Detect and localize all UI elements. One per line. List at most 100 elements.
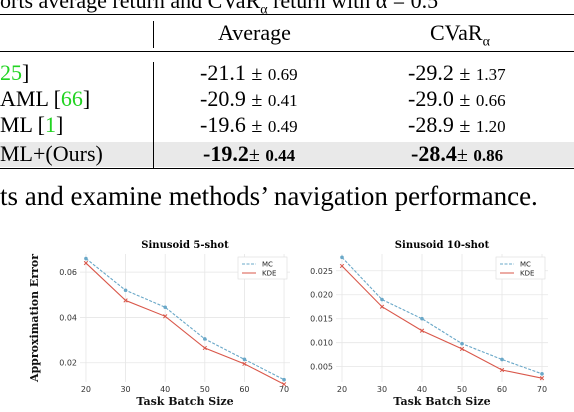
table-mid-rule (0, 51, 574, 52)
point-kde (83, 260, 89, 266)
cell-average-value: -20.9 (200, 86, 246, 111)
x-tick-label: 30 (377, 385, 387, 394)
plus-minus-symbol: ± (459, 89, 471, 111)
legend-label: MC (262, 261, 273, 269)
cell-average-value: -21.1 (200, 60, 246, 85)
cell-average-value: -19.2 (203, 141, 249, 166)
cell-cvar: -29.2 ± 1.37 (408, 62, 506, 86)
series-line-mc (85, 258, 285, 381)
header-average: Average (218, 20, 291, 45)
point-kde (242, 361, 247, 367)
citation-link[interactable]: 25 (0, 60, 22, 85)
row-method: AML [66] (0, 88, 90, 110)
series-line-kde (85, 262, 285, 385)
cell-cvar: -28.9 ± 1.20 (408, 114, 506, 138)
y-tick-label: 0.015 (310, 315, 333, 324)
method-prefix: ML [ (0, 112, 46, 137)
point-mc (282, 377, 286, 382)
point-mc (460, 341, 464, 346)
legend-label: KDE (262, 270, 276, 278)
chart-sinusoid-10-shot: Sinusoid 10-shot 20 30 40 50 60 70 0.005 0.010 0.… (300, 234, 574, 412)
point-mc (540, 372, 544, 376)
method-suffix: ] (56, 112, 64, 137)
x-tick-label: 70 (279, 385, 289, 394)
chart-svg-5-shot: Sinusoid 5-shot 20 30 40 50 60 70 0.02 0.04 0.06 T… (28, 240, 290, 408)
cell-average: -21.1 ± 0.69 (200, 62, 298, 86)
table-top-rule (0, 14, 574, 16)
point-mc (380, 297, 384, 302)
y-tick-label: 0.025 (310, 267, 333, 276)
point-mc (420, 316, 424, 321)
point-kde (202, 345, 207, 351)
point-mc (163, 305, 167, 310)
point-kde (123, 298, 128, 303)
x-tick-label: 60 (497, 385, 507, 394)
x-tick-label: 50 (200, 385, 210, 394)
x-tick-label: 30 (120, 385, 130, 394)
y-tick-label: 0.06 (59, 268, 77, 277)
point-kde (339, 263, 345, 269)
point-kde (539, 376, 545, 381)
header-cvar: CVaRα (430, 22, 490, 53)
x-tick-label: 20 (337, 385, 347, 394)
cell-average-std: 0.49 (267, 117, 298, 136)
table-bottom-rule (0, 168, 574, 170)
caption-sub-alpha: α (260, 2, 268, 18)
plus-minus-symbol: ± (248, 144, 260, 166)
cell-average-value: -19.6 (200, 112, 246, 137)
plus-minus-symbol: ± (459, 63, 471, 85)
caption-text-a: orts average return and CVaR (0, 0, 261, 13)
row-method: 25] (0, 62, 29, 84)
y-tick-label: 0.020 (310, 291, 333, 300)
cell-cvar: -28.4± 0.86 (411, 143, 503, 167)
table-caption: orts average return and CVaRα return wit… (0, 0, 574, 18)
row-method: ML [1] (0, 114, 63, 136)
cell-average: -20.9 ± 0.41 (200, 88, 298, 112)
method-prefix: ML+(Ours) (0, 141, 103, 166)
plus-minus-symbol: ± (251, 63, 263, 85)
cell-average: -19.6 ± 0.49 (200, 114, 298, 138)
point-mc (340, 255, 344, 260)
plus-minus-symbol: ± (251, 115, 263, 137)
method-prefix: AML [ (0, 86, 61, 111)
plus-minus-symbol: ± (456, 144, 468, 166)
legend-label: MC (520, 261, 531, 269)
method-suffix: ] (82, 86, 91, 111)
x-tick-label: 40 (417, 385, 427, 394)
plus-minus-symbol: ± (251, 89, 263, 111)
cell-average-std: 0.44 (265, 146, 296, 165)
caption-text-b: return with α = 0.5 (267, 0, 439, 13)
cell-cvar-value: -28.9 (408, 112, 454, 137)
x-axis-label: Task Batch Size (136, 395, 233, 408)
cell-cvar: -29.0 ± 0.66 (408, 88, 506, 112)
cell-cvar-std: 1.20 (475, 117, 506, 136)
cell-average-std: 0.41 (267, 91, 298, 110)
x-tick-label: 50 (457, 385, 467, 394)
point-mc (500, 357, 504, 362)
y-tick-label: 0.04 (59, 313, 77, 322)
cell-cvar-std: 0.66 (475, 91, 506, 110)
chart-sinusoid-5-shot: Sinusoid 5-shot 20 30 40 50 60 70 0.02 0.04 0.06 T… (28, 234, 298, 412)
ours-row-highlight (0, 142, 574, 167)
point-mc (123, 288, 128, 293)
series-line-mc (341, 256, 543, 375)
plus-minus-symbol: ± (459, 115, 471, 137)
point-kde (499, 367, 505, 373)
point-mc (203, 337, 207, 341)
cell-cvar-value: -28.4 (411, 141, 457, 166)
citation-link[interactable]: 1 (45, 112, 57, 137)
citation-link[interactable]: 66 (60, 86, 83, 111)
point-mc (242, 357, 247, 362)
x-tick-label: 70 (537, 385, 547, 394)
chart-svg-10-shot: Sinusoid 10-shot 20 30 40 50 60 70 0.005 0.010 0.… (310, 240, 548, 408)
cell-cvar-std: 0.86 (473, 146, 504, 165)
point-mc (84, 256, 88, 261)
x-tick-label: 40 (160, 385, 170, 394)
chart-title: Sinusoid 10-shot (395, 240, 490, 251)
method-suffix: ] (22, 60, 30, 85)
chart-title: Sinusoid 5-shot (141, 240, 229, 251)
row-method: ML+(Ours) (0, 143, 103, 165)
point-kde (379, 304, 385, 309)
y-tick-label: 0.010 (310, 339, 333, 348)
x-tick-label: 20 (81, 385, 91, 394)
